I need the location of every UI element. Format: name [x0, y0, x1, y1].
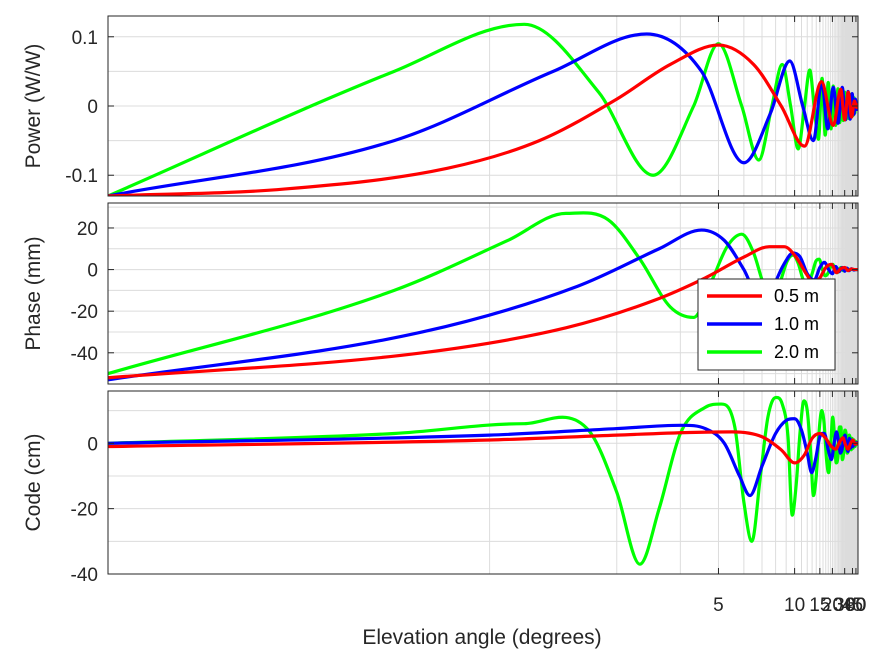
x-tick-label: 60 — [845, 595, 866, 616]
y-tick-label: -0.1 — [65, 166, 98, 187]
y-tick-label: 0 — [87, 97, 98, 118]
x-axis-label: Elevation angle (degrees) — [362, 626, 601, 649]
x-tick-label: 45 — [842, 595, 863, 616]
x-tick-label: 15 — [809, 595, 830, 616]
y-tick-label: 0 — [87, 434, 98, 455]
y-axis-label-power: Power (W/W) — [22, 44, 45, 169]
axes-box-code — [107, 390, 859, 575]
series-line-code-20m — [108, 395, 858, 566]
x-tick-label: 90 — [845, 595, 866, 616]
series-line-power-05m — [108, 43, 858, 196]
legend: 0.5 m 1.0 m 2.0 m — [697, 278, 836, 371]
y-axis-label-phase: Phase (mm) — [22, 236, 45, 350]
y-tick-label: 20 — [77, 219, 98, 240]
series-code — [108, 395, 858, 566]
x-tick-label: 30 — [834, 595, 855, 616]
x-tick-label: 5 — [713, 595, 724, 616]
y-tick-label: -20 — [71, 302, 98, 323]
x-tick-label: 20 — [822, 595, 843, 616]
axes-box-phase — [107, 202, 859, 385]
legend-label: 1.0 m — [774, 314, 819, 334]
panel-power: -0.1 0 0.1 Power (W/W) — [22, 15, 859, 197]
y-tick-label: -40 — [71, 344, 98, 365]
y-tick-label: 0 — [87, 261, 98, 282]
series-power — [108, 22, 858, 196]
panel-code: -40 -20 0 Code (cm) — [22, 390, 859, 586]
y-tick-label: 0.1 — [72, 28, 98, 49]
series-line-code-05m — [108, 430, 858, 465]
legend-label: 0.5 m — [774, 286, 819, 306]
y-axis-label-code: Code (cm) — [22, 433, 45, 531]
legend-label: 2.0 m — [774, 342, 819, 362]
y-tick-label: -40 — [71, 565, 98, 586]
x-tick-label: 10 — [784, 595, 805, 616]
y-tick-label: -20 — [71, 500, 98, 521]
